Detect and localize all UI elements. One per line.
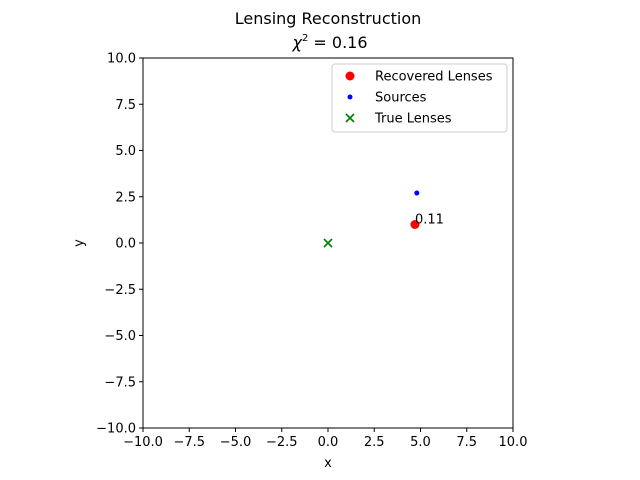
legend-label-sources: Sources bbox=[375, 91, 427, 106]
legend: Recovered Lenses Sources True Lenses bbox=[331, 63, 508, 133]
x-tick-label: −10.0 bbox=[123, 435, 163, 450]
chi-exponent: 2 bbox=[302, 33, 308, 44]
x-tick-label: 5.0 bbox=[410, 435, 431, 450]
legend-marker-recovered-lenses bbox=[345, 71, 355, 81]
y-tick-label: −2.5 bbox=[104, 283, 136, 298]
y-axis-ticks: −10.0 −7.5 −5.0 −2.5 0.0 2.5 5.0 7.5 10.0 bbox=[96, 52, 143, 437]
x-tick-label: −7.5 bbox=[173, 435, 205, 450]
chi-symbol: χ bbox=[291, 33, 302, 52]
data-points bbox=[323, 190, 420, 248]
y-tick-label: −7.5 bbox=[104, 375, 136, 390]
x-tick-label: 0.0 bbox=[318, 435, 339, 450]
legend-marker-true-lenses bbox=[345, 113, 355, 123]
chi-value: = 0.16 bbox=[308, 33, 367, 52]
legend-label-recovered-lenses: Recovered Lenses bbox=[375, 70, 493, 85]
annotations: 0.11 bbox=[415, 213, 444, 228]
recovered-lenses-point bbox=[410, 220, 420, 229]
legend-marker-sources bbox=[347, 94, 353, 100]
point-annotation: 0.11 bbox=[415, 213, 444, 228]
x-tick-label: −5.0 bbox=[220, 435, 252, 450]
y-tick-label: 5.0 bbox=[115, 144, 136, 159]
x-axis-label: x bbox=[324, 456, 332, 471]
x-tick-label: −2.5 bbox=[266, 435, 298, 450]
y-tick-label: 10.0 bbox=[107, 52, 136, 67]
chart-title: Lensing Reconstruction bbox=[235, 9, 422, 28]
x-axis-ticks: −10.0 −7.5 −5.0 −2.5 0.0 2.5 5.0 7.5 10.0 bbox=[123, 428, 527, 450]
x-tick-label: 2.5 bbox=[364, 435, 385, 450]
true-lenses-point bbox=[323, 238, 333, 248]
x-tick-label: 7.5 bbox=[456, 435, 477, 450]
chart-subtitle: χ2 = 0.16 bbox=[291, 33, 367, 52]
y-tick-label: −10.0 bbox=[96, 422, 136, 437]
legend-box bbox=[331, 63, 508, 133]
y-tick-label: −5.0 bbox=[104, 329, 136, 344]
y-tick-label: 0.0 bbox=[115, 237, 136, 252]
y-axis-label: y bbox=[72, 239, 87, 247]
sources-point bbox=[414, 190, 420, 196]
y-tick-label: 2.5 bbox=[115, 190, 136, 205]
legend-label-true-lenses: True Lenses bbox=[374, 112, 452, 127]
y-tick-label: 7.5 bbox=[115, 98, 136, 113]
legend-entries: Recovered Lenses Sources True Lenses bbox=[345, 70, 493, 127]
x-tick-label: 10.0 bbox=[499, 435, 528, 450]
